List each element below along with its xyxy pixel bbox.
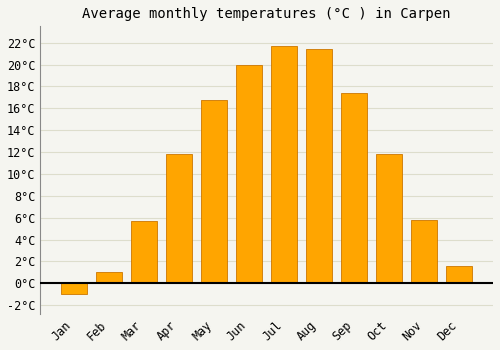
- Bar: [306, 49, 332, 283]
- Bar: [61, 283, 87, 294]
- Bar: [131, 221, 157, 283]
- Bar: [376, 154, 402, 283]
- Bar: [166, 154, 192, 283]
- Bar: [341, 93, 367, 283]
- Bar: [271, 46, 297, 283]
- Bar: [446, 266, 472, 283]
- Bar: [411, 220, 438, 283]
- Title: Average monthly temperatures (°C ) in Carpen: Average monthly temperatures (°C ) in Ca…: [82, 7, 451, 21]
- Bar: [236, 64, 262, 283]
- Bar: [201, 99, 228, 283]
- Bar: [96, 272, 122, 283]
